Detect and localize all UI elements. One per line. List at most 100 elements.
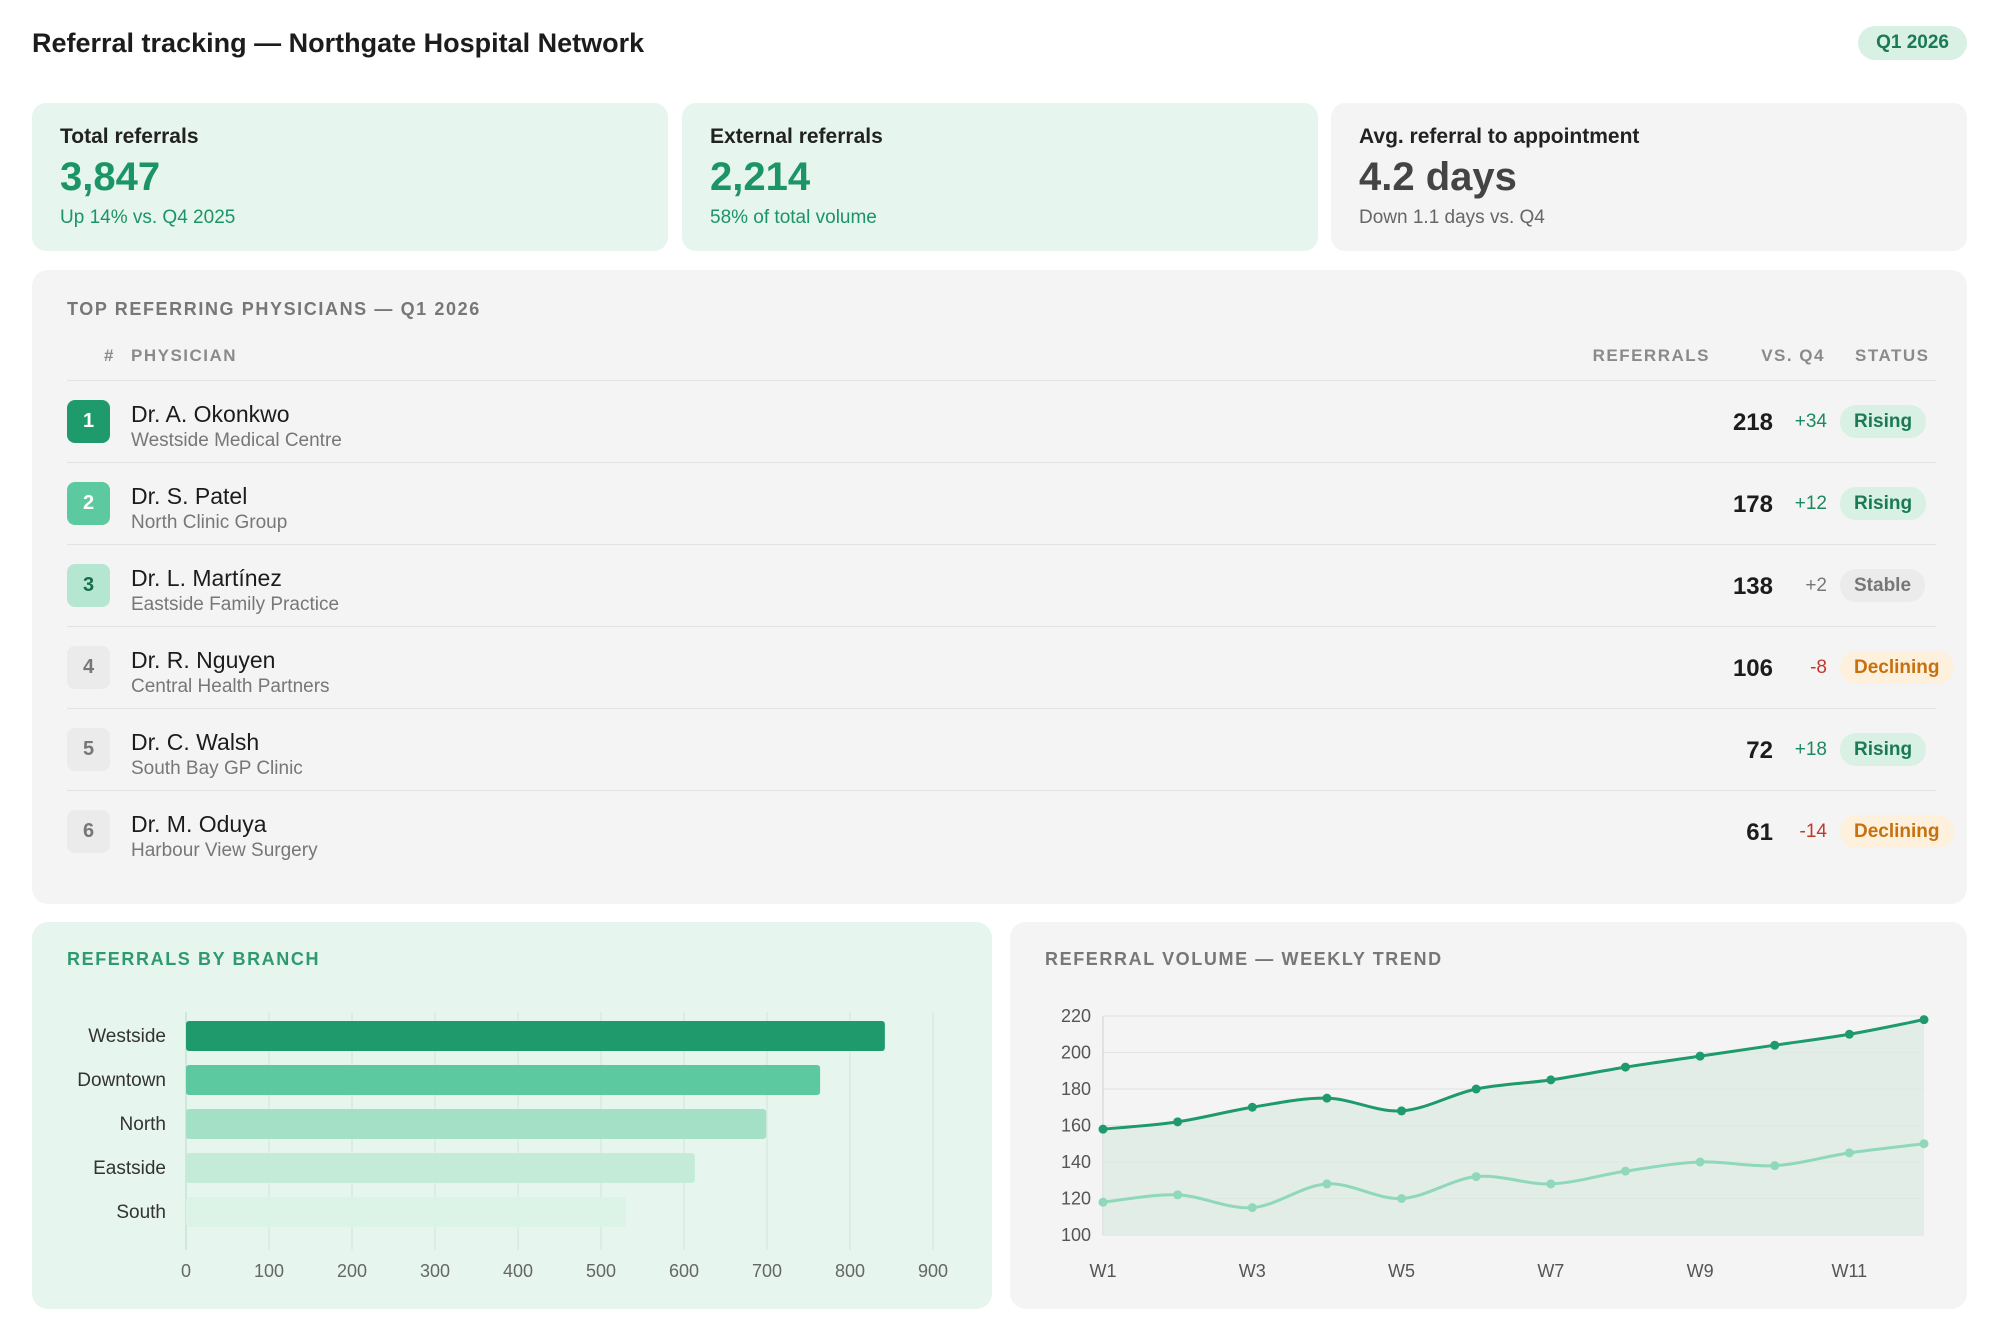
physician-name[interactable]: Dr. L. Martínez [131, 565, 282, 591]
page-title: Referral tracking — Northgate Hospital N… [32, 28, 645, 58]
series-2-point [1247, 1203, 1257, 1213]
y-tick-label: 160 [1061, 1116, 1091, 1136]
referral-count: 138 [1732, 573, 1773, 600]
referral-count: 178 [1732, 491, 1773, 518]
series-1-point [1471, 1084, 1481, 1094]
kpi-total-referrals: Total referrals 3,847 Up 14% vs. Q4 2025 [32, 103, 668, 251]
x-tick-label: 900 [918, 1261, 948, 1281]
table-row[interactable]: 4 Dr. R. Nguyen Central Health Partners 106… [67, 627, 1954, 709]
y-tick-label: 180 [1061, 1079, 1091, 1099]
delta-vs-q4: +34 [1794, 411, 1827, 432]
physicians-title: TOP REFERRING PHYSICIANS — Q1 2026 [67, 299, 481, 319]
series-1-area [1103, 1019, 1924, 1235]
table-row[interactable]: 2 Dr. S. Patel North Clinic Group 178 +12 Ris… [67, 463, 1936, 545]
physician-org: Eastside Family Practice [131, 594, 340, 615]
delta-vs-q4: -8 [1810, 657, 1827, 678]
series-1-point [1397, 1106, 1407, 1116]
x-tick-label: 400 [503, 1261, 533, 1281]
x-tick-label: 500 [586, 1261, 616, 1281]
referral-count: 106 [1732, 655, 1773, 682]
series-2-point [1844, 1148, 1854, 1158]
x-tick-label: 700 [752, 1261, 782, 1281]
series-1-point [1098, 1124, 1108, 1134]
y-tick-label: 120 [1061, 1189, 1091, 1209]
bar-westside [186, 1021, 885, 1051]
status-badge: Rising [1840, 487, 1927, 520]
physician-name[interactable]: Dr. M. Oduya [131, 811, 267, 837]
row-divider [67, 544, 1936, 545]
y-tick-label: 220 [1061, 1006, 1091, 1026]
physician-name[interactable]: Dr. R. Nguyen [131, 647, 276, 673]
series-1-point [1620, 1062, 1630, 1072]
physician-org: South Bay GP Clinic [131, 758, 303, 779]
rank-badge: 4 [67, 646, 110, 689]
table-row[interactable]: 3 Dr. L. Martínez Eastside Family Practice… [67, 545, 1936, 627]
category-label: South [116, 1202, 166, 1223]
series-1-point [1247, 1102, 1257, 1112]
category-label: North [120, 1114, 166, 1135]
x-tick-label: 200 [337, 1261, 367, 1281]
delta-vs-q4: -14 [1799, 821, 1827, 842]
x-tick-label: W5 [1388, 1261, 1415, 1281]
bar-south [186, 1197, 626, 1227]
category-label: Downtown [77, 1070, 166, 1091]
col-status[interactable]: STATUS [1855, 346, 1930, 365]
row-divider [67, 626, 1936, 627]
table-header-divider [67, 380, 1936, 381]
period-badge[interactable]: Q1 2026 [1858, 26, 1967, 60]
rank-badge: 6 [67, 810, 110, 853]
col-physician[interactable]: PHYSICIAN [131, 346, 238, 365]
col-referrals[interactable]: REFERRALS [1592, 346, 1710, 365]
x-tick-label: W7 [1537, 1261, 1564, 1281]
trend-chart-title: REFERRAL VOLUME — WEEKLY TREND [1045, 949, 1443, 969]
col-vs-q4[interactable]: VS. Q4 [1761, 346, 1825, 365]
kpi-external-referrals: External referrals 2,214 58% of total vo… [682, 103, 1318, 251]
referral-count: 61 [1746, 819, 1773, 846]
kpi-value: 3,847 [60, 155, 161, 199]
series-2-point [1620, 1166, 1630, 1176]
series-1-point [1770, 1040, 1780, 1050]
status-badge: Stable [1840, 569, 1926, 602]
physician-org: Westside Medical Centre [131, 430, 342, 451]
series-2-point [1173, 1190, 1183, 1200]
series-2-point [1322, 1179, 1332, 1189]
physician-org: North Clinic Group [131, 512, 288, 533]
series-1-line [1102, 1018, 1925, 1131]
delta-vs-q4: +18 [1794, 739, 1827, 760]
status-badge: Declining [1840, 651, 1954, 684]
series-2-point [1397, 1194, 1407, 1203]
series-1-point [1919, 1015, 1929, 1025]
physician-name[interactable]: Dr. A. Okonkwo [131, 401, 290, 427]
status-badge: Rising [1840, 733, 1927, 766]
category-label: Eastside [93, 1158, 166, 1179]
series-2-point [1098, 1197, 1108, 1207]
row-divider [67, 790, 1936, 791]
table-row[interactable]: 1 Dr. A. Okonkwo Westside Medical Centre 21… [67, 381, 1936, 463]
rank-badge: 3 [67, 564, 110, 607]
x-tick-label: 0 [181, 1261, 191, 1281]
kpi-label: Avg. referral to appointment [1359, 125, 1640, 148]
table-row[interactable]: 6 Dr. M. Oduya Harbour View Surgery 61 -14 De… [67, 791, 1954, 873]
status-badge: Rising [1840, 405, 1927, 438]
physician-name[interactable]: Dr. C. Walsh [131, 729, 260, 755]
series-2-point [1770, 1161, 1780, 1171]
series-1-point [1322, 1093, 1332, 1103]
row-divider [67, 462, 1936, 463]
series-2-point [1546, 1179, 1556, 1189]
physician-name[interactable]: Dr. S. Patel [131, 483, 248, 509]
x-tick-label: 800 [835, 1261, 865, 1281]
x-tick-label: W9 [1687, 1261, 1714, 1281]
kpi-sub: Down 1.1 days vs. Q4 [1359, 207, 1545, 228]
physician-org: Harbour View Surgery [131, 840, 318, 861]
physicians-card [32, 270, 1967, 904]
row-divider [67, 708, 1936, 709]
table-row[interactable]: 5 Dr. C. Walsh South Bay GP Clinic 72 +18 Ris… [67, 709, 1936, 791]
series-1-point [1695, 1051, 1705, 1061]
status-badge: Declining [1840, 815, 1954, 848]
referral-count: 218 [1732, 409, 1773, 436]
trend-line-chart: REFERRAL VOLUME — WEEKLY TREND 100 120 140… [1045, 949, 1929, 1281]
kpi-value: 2,214 [710, 155, 811, 199]
delta-vs-q4: +2 [1805, 575, 1827, 596]
kpi-label: Total referrals [60, 125, 199, 148]
category-label: Westside [88, 1026, 166, 1047]
